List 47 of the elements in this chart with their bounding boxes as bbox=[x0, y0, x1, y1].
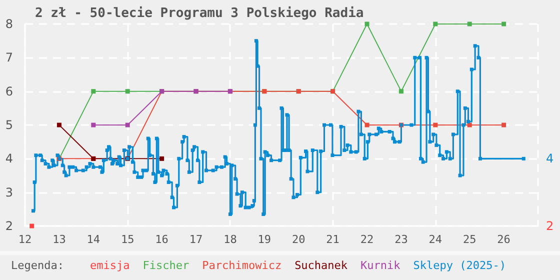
y-tick-label: 2 bbox=[5, 219, 13, 233]
text: Suchanek bbox=[294, 259, 348, 272]
point bbox=[91, 89, 96, 94]
point bbox=[502, 22, 506, 26]
y-tick-label: 3 bbox=[5, 185, 13, 200]
point bbox=[467, 22, 472, 26]
x-tick-label: 19 bbox=[258, 233, 272, 246]
y-tick-label: 4 bbox=[5, 152, 13, 166]
text: Sklepy (2025-) bbox=[413, 259, 506, 272]
point bbox=[125, 122, 130, 128]
text: emisja bbox=[90, 259, 130, 272]
x-tick-label: 13 bbox=[52, 233, 66, 246]
point bbox=[125, 89, 130, 94]
x-tick-label: 18 bbox=[224, 233, 237, 246]
x-tick-label: 14 bbox=[86, 233, 100, 246]
point bbox=[364, 22, 370, 26]
point bbox=[91, 122, 96, 128]
x-tick-label: 12 bbox=[18, 233, 32, 246]
x-tick-label: 23 bbox=[394, 233, 408, 246]
y-tick-label: 7 bbox=[5, 50, 13, 65]
x-tick-label: 20 bbox=[292, 233, 306, 246]
chart-title: 2 zł - 50-lecie Programu 3 Polskiego Radia bbox=[35, 6, 364, 21]
x-tick-label: 15 bbox=[120, 233, 134, 246]
text: Parchimowicz bbox=[202, 259, 282, 272]
x-tick-label: 24 bbox=[428, 233, 442, 246]
x-tick-label: 17 bbox=[189, 233, 203, 246]
point bbox=[467, 122, 472, 128]
x-tick-label: 22 bbox=[360, 233, 374, 246]
text: Fischer bbox=[142, 259, 190, 272]
y-tick-label: 5 bbox=[5, 118, 13, 132]
legend-title: Legenda: bbox=[11, 259, 64, 272]
point bbox=[398, 89, 404, 94]
point bbox=[433, 22, 438, 26]
x-tick-label: 25 bbox=[462, 233, 476, 246]
text: Kurnik bbox=[360, 259, 401, 272]
point bbox=[160, 156, 164, 161]
y-tick-label: 6 bbox=[5, 84, 13, 98]
x-tick-label: 26 bbox=[497, 233, 510, 246]
point bbox=[56, 122, 62, 128]
y2-tick-label: 2 bbox=[546, 219, 554, 233]
x-tick-label: 16 bbox=[155, 233, 168, 246]
y2-tick-label: 4 bbox=[546, 152, 554, 166]
x-tick-label: 21 bbox=[326, 233, 340, 246]
point bbox=[433, 122, 438, 128]
point bbox=[364, 122, 370, 128]
point bbox=[502, 122, 506, 128]
y-tick-label: 8 bbox=[5, 17, 13, 31]
